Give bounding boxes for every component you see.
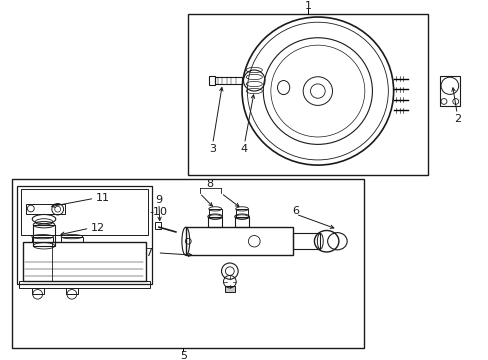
Bar [17, 186, 151, 284]
Bar [235, 209, 248, 217]
Bar [188, 14, 427, 175]
Bar [185, 227, 293, 255]
Text: 7: 7 [145, 248, 152, 258]
Bar [439, 76, 459, 106]
Bar [155, 222, 161, 229]
Text: 12: 12 [90, 223, 104, 233]
Bar [66, 288, 78, 294]
Text: 8: 8 [206, 179, 213, 189]
Bar [215, 77, 242, 84]
Bar [208, 209, 221, 217]
Text: 3: 3 [209, 144, 216, 154]
Bar [23, 242, 145, 281]
Bar [21, 189, 147, 235]
Bar [32, 237, 53, 242]
Bar [26, 204, 65, 214]
Text: 6: 6 [292, 206, 299, 216]
Bar [293, 234, 320, 249]
Bar [209, 76, 215, 85]
Text: 11: 11 [95, 193, 109, 203]
Text: -10: -10 [149, 207, 167, 217]
Bar [32, 288, 43, 294]
Text: 2: 2 [453, 114, 460, 124]
Bar [207, 217, 222, 227]
Bar [12, 179, 364, 348]
Bar [61, 237, 82, 242]
Bar [234, 217, 249, 227]
Bar [19, 281, 149, 288]
Text: 5: 5 [180, 351, 186, 360]
Text: 9: 9 [155, 195, 162, 205]
Bar [224, 286, 234, 292]
Text: 1: 1 [304, 1, 311, 11]
Text: 4: 4 [241, 144, 247, 154]
Bar [33, 225, 55, 246]
